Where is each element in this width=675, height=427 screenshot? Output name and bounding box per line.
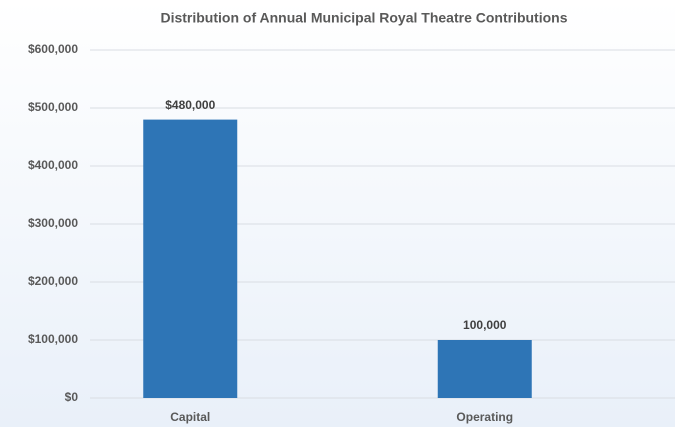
y-tick-label: $0	[65, 390, 79, 404]
y-tick-label: $300,000	[28, 216, 78, 230]
y-tick-label: $400,000	[28, 158, 78, 172]
y-tick-label: $600,000	[28, 42, 78, 56]
bar	[143, 119, 238, 398]
y-tick-label: $500,000	[28, 100, 78, 114]
bar	[437, 340, 532, 398]
data-label: 100,000	[463, 318, 507, 332]
y-tick-label: $200,000	[28, 274, 78, 288]
data-label: $480,000	[165, 98, 215, 112]
y-tick-label: $100,000	[28, 332, 78, 346]
x-tick-label: Operating	[456, 410, 513, 424]
x-tick-label: Capital	[170, 410, 210, 424]
chart-title: Distribution of Annual Municipal Royal T…	[160, 10, 567, 26]
